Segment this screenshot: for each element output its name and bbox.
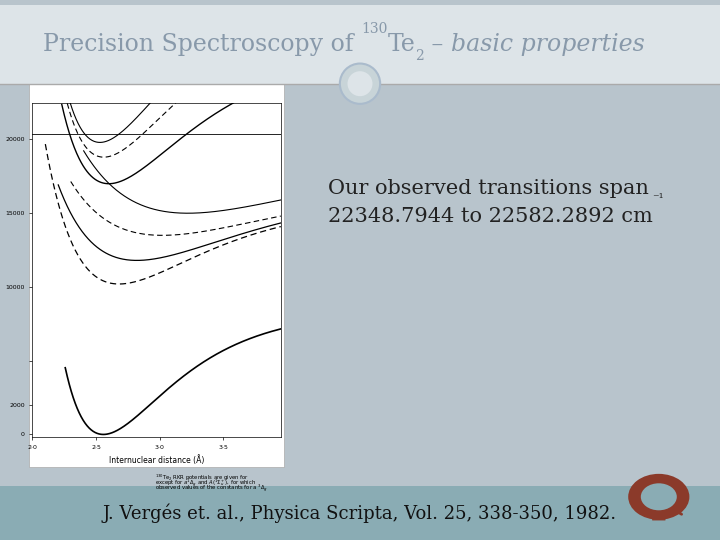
Text: observed values of the constants for a $^3\Delta_g$: observed values of the constants for a $… — [155, 483, 268, 495]
Text: Precision Spectroscopy of: Precision Spectroscopy of — [43, 33, 361, 56]
Text: 2: 2 — [415, 49, 424, 63]
FancyBboxPatch shape — [0, 5, 720, 84]
Text: Our observed transitions span: Our observed transitions span — [328, 179, 649, 199]
Ellipse shape — [340, 64, 380, 104]
Text: 130: 130 — [361, 22, 387, 36]
Text: 22348.7944 to 22582.2892 cm: 22348.7944 to 22582.2892 cm — [328, 206, 652, 226]
Text: J. Vergés et. al., Physica Scripta, Vol. 25, 338-350, 1982.: J. Vergés et. al., Physica Scripta, Vol.… — [103, 503, 617, 523]
X-axis label: Internuclear distance (Å): Internuclear distance (Å) — [109, 456, 204, 465]
Text: ⁻¹: ⁻¹ — [652, 192, 664, 205]
Ellipse shape — [628, 474, 690, 519]
FancyBboxPatch shape — [0, 486, 720, 540]
FancyBboxPatch shape — [29, 84, 284, 467]
Ellipse shape — [348, 71, 372, 96]
Text: –: – — [424, 33, 451, 56]
Text: $^{130}$Te$_2$ RKR potentials are given for: $^{130}$Te$_2$ RKR potentials are given … — [155, 472, 248, 483]
Ellipse shape — [641, 483, 677, 510]
Text: Te: Te — [387, 33, 415, 56]
Text: except for $a^1\Delta_g$ and $A(^1\Sigma_u^+)$, for which: except for $a^1\Delta_g$ and $A(^1\Sigma… — [155, 477, 256, 489]
Text: basic properties: basic properties — [451, 33, 644, 56]
FancyArrowPatch shape — [668, 507, 682, 514]
